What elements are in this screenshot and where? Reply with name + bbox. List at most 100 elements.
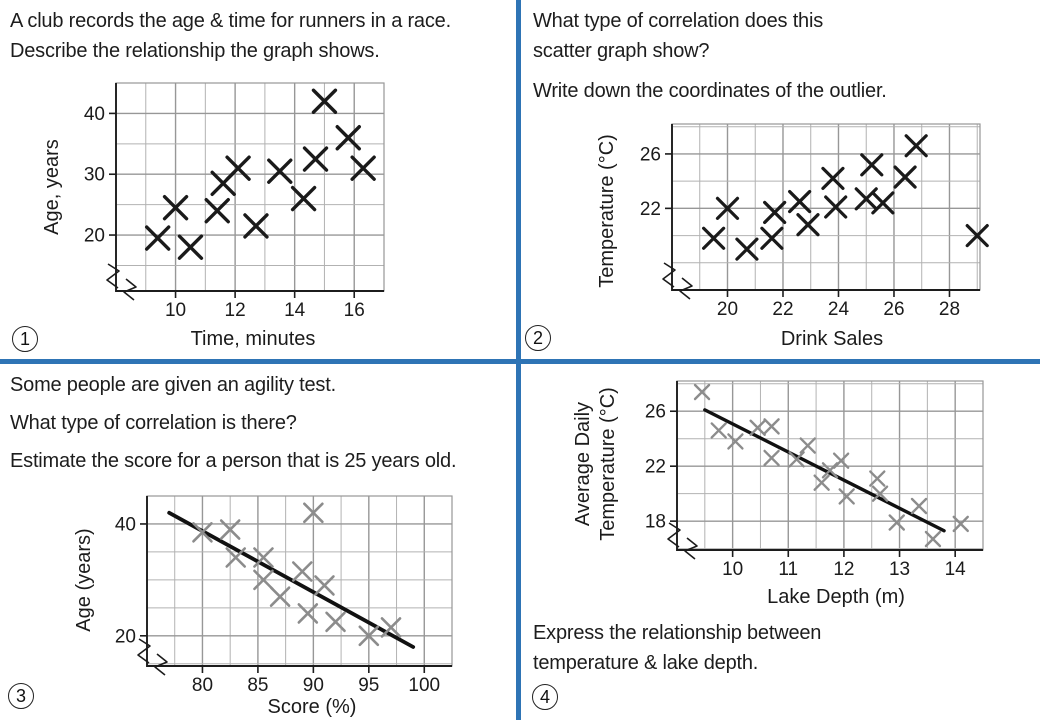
scatter-point xyxy=(763,449,780,467)
axes xyxy=(115,83,384,292)
scatter-point xyxy=(924,530,942,548)
scatter-point xyxy=(335,125,361,151)
scatter-point xyxy=(871,191,895,215)
question-line: A club records the age & time for runner… xyxy=(10,10,451,32)
axis-break-icon xyxy=(137,638,168,676)
scatter-point xyxy=(760,226,784,250)
question-line: temperature & lake depth. xyxy=(533,652,759,674)
question-line: Estimate the score for a person that is … xyxy=(10,450,457,472)
scatter-point xyxy=(204,198,230,224)
scatter-point xyxy=(297,603,319,624)
scatter-point xyxy=(893,165,917,189)
scatter-point xyxy=(871,485,889,502)
scatter-point xyxy=(838,488,855,505)
y-axis-title: Temperature (°C) xyxy=(596,134,618,288)
scatter-point xyxy=(796,213,820,237)
question-line: What type of correlation is there? xyxy=(10,412,297,434)
scatter-point xyxy=(910,497,928,515)
scatter-point xyxy=(824,195,848,219)
question-number-1: 1 xyxy=(12,326,38,352)
scatter-point xyxy=(291,561,313,582)
y-tick-label: 40 xyxy=(115,514,136,535)
scatter-point xyxy=(763,418,780,435)
scatter-point xyxy=(290,185,317,212)
y-axis-title: Age, years xyxy=(41,139,63,235)
scatter-point xyxy=(763,200,787,225)
x-axis-title: Time, minutes xyxy=(191,328,316,350)
y-axis-title: Temperature (°C) xyxy=(597,387,619,541)
scatter-point xyxy=(350,155,376,181)
scatter-point xyxy=(813,474,830,491)
x-tick-label: 95 xyxy=(358,675,379,696)
axes xyxy=(676,381,983,551)
gridlines xyxy=(676,380,984,551)
scatter-point xyxy=(225,155,251,181)
x-tick-label: 85 xyxy=(247,675,268,696)
scatter-point xyxy=(162,194,189,221)
question-number-2: 2 xyxy=(525,325,551,351)
axes xyxy=(146,496,452,667)
x-tick-label: 24 xyxy=(828,299,850,320)
scatter-point xyxy=(799,437,816,454)
x-tick-label: 90 xyxy=(303,675,324,696)
x-tick-label: 14 xyxy=(945,559,967,580)
x-tick-label: 100 xyxy=(408,675,440,696)
scatter-point xyxy=(253,569,274,591)
chart-agility-test: 80 85 90 95 100 20 40 Score (%) Age (years) xyxy=(73,495,453,718)
y-tick-label: 30 xyxy=(84,165,105,186)
question-line: Some people are given an agility test. xyxy=(10,374,336,396)
y-tick-label: 20 xyxy=(115,626,136,647)
scatter-point xyxy=(325,611,346,633)
x-axis-title: Score (%) xyxy=(268,696,357,718)
scatter-point xyxy=(821,166,845,191)
chart-lake-depth: 10 11 12 13 14 18 22 26 Lake Depth (m) Average Da… xyxy=(572,380,984,608)
scatter-point xyxy=(219,519,241,540)
x-tick-label: 28 xyxy=(939,299,960,320)
x-tick-label: 26 xyxy=(883,299,904,320)
y-tick-label: 22 xyxy=(640,199,661,220)
gridlines xyxy=(671,123,981,291)
scatter-point xyxy=(144,225,171,251)
x-tick-label: 13 xyxy=(889,559,910,580)
scatter-point xyxy=(869,470,886,487)
scatter-point xyxy=(269,586,291,607)
y-axis-title: Average Daily xyxy=(572,402,594,526)
scatter-point xyxy=(693,383,711,401)
scatter-point xyxy=(710,422,727,439)
x-axis-title: Lake Depth (m) xyxy=(767,586,905,608)
question-line: Write down the coordinates of the outlie… xyxy=(533,80,887,102)
scatter-point xyxy=(253,547,274,568)
x-axis-title: Drink Sales xyxy=(781,328,883,350)
question-line: Describe the relationship the graph show… xyxy=(10,40,380,62)
scatter-point xyxy=(727,433,744,450)
scatter-point xyxy=(904,134,928,158)
scatter-point xyxy=(860,153,884,177)
scatter-point xyxy=(788,451,805,468)
question-line: What type of correlation does this xyxy=(533,10,824,32)
scatter-point xyxy=(358,625,380,647)
scatter-point xyxy=(715,196,740,220)
x-tick-label: 12 xyxy=(833,559,854,580)
scatter-point xyxy=(888,514,905,531)
scatter-point xyxy=(952,515,969,533)
y-tick-label: 40 xyxy=(84,104,105,125)
y-tick-label: 20 xyxy=(84,226,105,247)
scatter-point xyxy=(702,226,726,250)
axes xyxy=(671,124,980,291)
y-axis-title: Age (years) xyxy=(73,528,95,631)
quadrant-3-question: Some people are given an agility test. W… xyxy=(10,370,456,476)
y-tick-label: 26 xyxy=(640,144,661,165)
scatter-point xyxy=(267,158,293,184)
x-tick-label: 14 xyxy=(284,300,306,321)
y-tick-label: 26 xyxy=(645,402,666,423)
axis-break-icon xyxy=(667,522,698,560)
y-tick-label: 22 xyxy=(645,457,666,478)
gridlines xyxy=(115,82,385,292)
x-tick-label: 20 xyxy=(717,299,738,320)
scatter-point xyxy=(380,617,402,638)
x-tick-label: 11 xyxy=(778,559,798,580)
scatter-point xyxy=(225,547,247,568)
scatter-point xyxy=(243,213,269,239)
